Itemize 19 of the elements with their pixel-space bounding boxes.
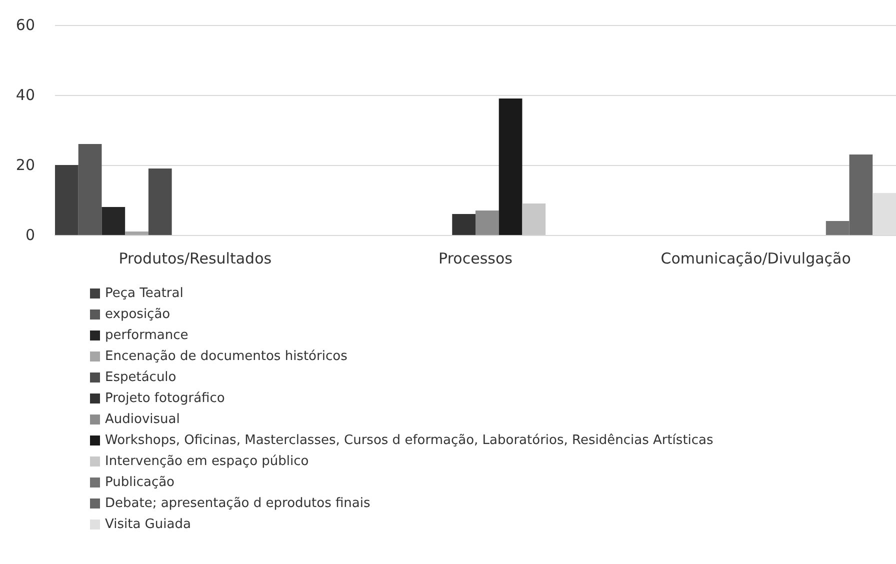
legend-label: Visita Guiada (105, 517, 191, 532)
legend-label: performance (105, 328, 188, 343)
y-tick-label: 60 (16, 16, 35, 34)
y-tick-label: 20 (16, 156, 35, 174)
legend-label: Peça Teatral (105, 286, 184, 301)
legend-label: Workshops, Oficinas, Masterclasses, Cursos d eformação, Laboratórios, Residências Artísticas (105, 433, 714, 448)
legend-label: Publicação (105, 475, 175, 490)
legend-label: Intervenção em espaço público (105, 454, 309, 469)
x-tick-label: Processos (438, 250, 513, 268)
legend-label: Espetáculo (105, 370, 176, 385)
y-tick-label: 40 (16, 86, 35, 104)
y-tick-label: 0 (25, 226, 35, 244)
legend-label: Debate; apresentação d eprodutos finais (105, 496, 370, 511)
x-tick-label: Produtos/Resultados (118, 250, 272, 268)
legend-label: Audiovisual (105, 412, 180, 427)
legend-label: Encenação de documentos históricos (105, 349, 348, 364)
x-tick-label: Comunicação/Divulgação (660, 250, 851, 268)
legend-label: Projeto fotográfico (105, 391, 225, 406)
legend-label: exposição (105, 307, 170, 322)
